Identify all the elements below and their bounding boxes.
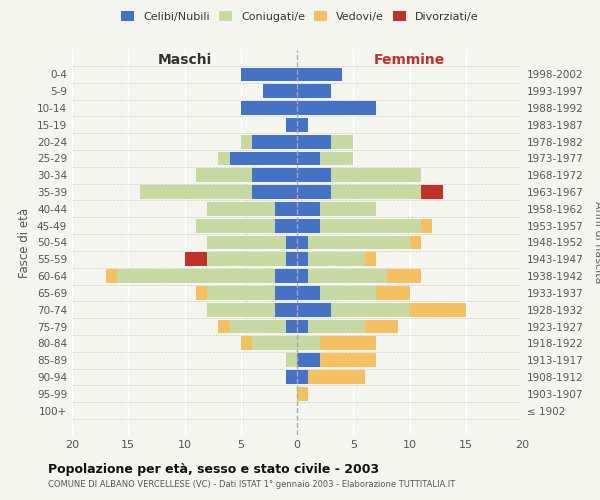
Bar: [297, 219, 320, 232]
Bar: [320, 202, 376, 216]
Bar: [241, 336, 252, 350]
Bar: [275, 286, 297, 300]
Bar: [241, 134, 252, 148]
Bar: [297, 252, 308, 266]
Bar: [308, 269, 387, 283]
Bar: [297, 185, 331, 199]
Bar: [331, 134, 353, 148]
Bar: [308, 236, 409, 250]
Bar: [207, 286, 275, 300]
Bar: [331, 168, 421, 182]
Bar: [241, 68, 297, 82]
Bar: [376, 286, 409, 300]
Bar: [207, 202, 275, 216]
Bar: [241, 101, 297, 115]
Bar: [297, 320, 308, 334]
Bar: [252, 336, 297, 350]
Bar: [297, 336, 320, 350]
Bar: [286, 354, 297, 367]
Text: COMUNE DI ALBANO VERCELLESE (VC) - Dati ISTAT 1° gennaio 2003 - Elaborazione TUT: COMUNE DI ALBANO VERCELLESE (VC) - Dati …: [48, 480, 455, 489]
Bar: [365, 252, 376, 266]
Bar: [275, 202, 297, 216]
Bar: [308, 320, 365, 334]
Bar: [320, 286, 376, 300]
Bar: [286, 236, 297, 250]
Text: Maschi: Maschi: [157, 53, 212, 67]
Bar: [252, 168, 297, 182]
Bar: [320, 152, 353, 166]
Bar: [331, 303, 409, 316]
Bar: [297, 303, 331, 316]
Bar: [297, 84, 331, 98]
Bar: [331, 185, 421, 199]
Bar: [275, 219, 297, 232]
Bar: [297, 68, 342, 82]
Bar: [196, 168, 252, 182]
Bar: [229, 152, 297, 166]
Bar: [409, 303, 466, 316]
Bar: [286, 370, 297, 384]
Bar: [275, 303, 297, 316]
Bar: [365, 320, 398, 334]
Bar: [409, 236, 421, 250]
Bar: [297, 202, 320, 216]
Bar: [297, 236, 308, 250]
Bar: [421, 219, 432, 232]
Bar: [207, 303, 275, 316]
Y-axis label: Fasce di età: Fasce di età: [19, 208, 31, 278]
Bar: [297, 101, 376, 115]
Bar: [218, 152, 229, 166]
Bar: [308, 252, 365, 266]
Bar: [275, 269, 297, 283]
Bar: [106, 269, 117, 283]
Bar: [297, 354, 320, 367]
Bar: [297, 387, 308, 400]
Bar: [185, 252, 207, 266]
Bar: [320, 336, 376, 350]
Bar: [263, 84, 297, 98]
Bar: [207, 252, 286, 266]
Bar: [297, 118, 308, 132]
Text: Femmine: Femmine: [374, 53, 445, 67]
Bar: [320, 354, 376, 367]
Bar: [297, 370, 308, 384]
Bar: [297, 286, 320, 300]
Bar: [196, 219, 275, 232]
Bar: [218, 320, 229, 334]
Bar: [297, 134, 331, 148]
Bar: [229, 320, 286, 334]
Bar: [297, 269, 308, 283]
Bar: [286, 320, 297, 334]
Bar: [207, 236, 286, 250]
Y-axis label: Anni di nascita: Anni di nascita: [593, 201, 600, 284]
Bar: [286, 252, 297, 266]
Bar: [117, 269, 275, 283]
Legend: Celibi/Nubili, Coniugati/e, Vedovi/e, Divorziati/e: Celibi/Nubili, Coniugati/e, Vedovi/e, Di…: [118, 8, 482, 25]
Bar: [308, 370, 365, 384]
Bar: [297, 168, 331, 182]
Bar: [286, 118, 297, 132]
Bar: [387, 269, 421, 283]
Bar: [196, 286, 207, 300]
Bar: [139, 185, 252, 199]
Bar: [421, 185, 443, 199]
Bar: [320, 219, 421, 232]
Bar: [252, 134, 297, 148]
Bar: [297, 152, 320, 166]
Text: Popolazione per età, sesso e stato civile - 2003: Popolazione per età, sesso e stato civil…: [48, 462, 379, 475]
Bar: [252, 185, 297, 199]
